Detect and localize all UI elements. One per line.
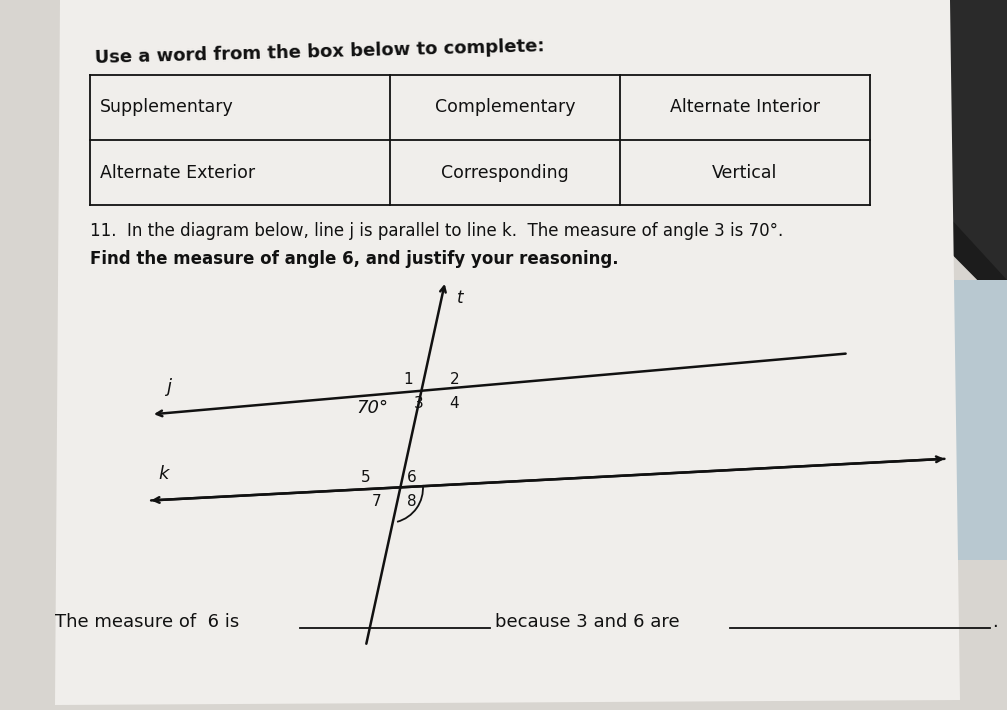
Polygon shape — [55, 0, 960, 705]
Text: The measure of  6 is: The measure of 6 is — [55, 613, 240, 631]
Text: 11.  In the diagram below, line j is parallel to line k.  The measure of angle 3: 11. In the diagram below, line j is para… — [90, 222, 783, 240]
Text: 5: 5 — [362, 469, 371, 484]
Text: j: j — [166, 378, 171, 396]
Polygon shape — [850, 280, 1007, 560]
Polygon shape — [750, 0, 1007, 280]
Text: Use a word from the box below to complete:: Use a word from the box below to complet… — [95, 37, 545, 67]
Text: Find the measure of angle 6, and justify your reasoning.: Find the measure of angle 6, and justify… — [90, 250, 618, 268]
Text: Vertical: Vertical — [712, 163, 777, 182]
Text: 2: 2 — [449, 371, 459, 386]
Text: 70°: 70° — [356, 399, 388, 417]
Text: k: k — [158, 464, 169, 483]
Text: 1: 1 — [403, 371, 413, 386]
Polygon shape — [580, 0, 1007, 310]
Text: Supplementary: Supplementary — [100, 99, 234, 116]
Text: 4: 4 — [449, 395, 459, 410]
Text: Corresponding: Corresponding — [441, 163, 569, 182]
Text: 8: 8 — [408, 493, 417, 508]
Text: t: t — [457, 289, 464, 307]
Text: 3: 3 — [414, 395, 424, 410]
Text: Alternate Interior: Alternate Interior — [670, 99, 820, 116]
Text: because 3 and 6 are: because 3 and 6 are — [495, 613, 680, 631]
Text: 7: 7 — [373, 493, 382, 508]
Text: Alternate Exterior: Alternate Exterior — [100, 163, 255, 182]
Text: Complementary: Complementary — [435, 99, 575, 116]
Text: .: . — [992, 613, 998, 631]
Text: 6: 6 — [407, 469, 417, 484]
